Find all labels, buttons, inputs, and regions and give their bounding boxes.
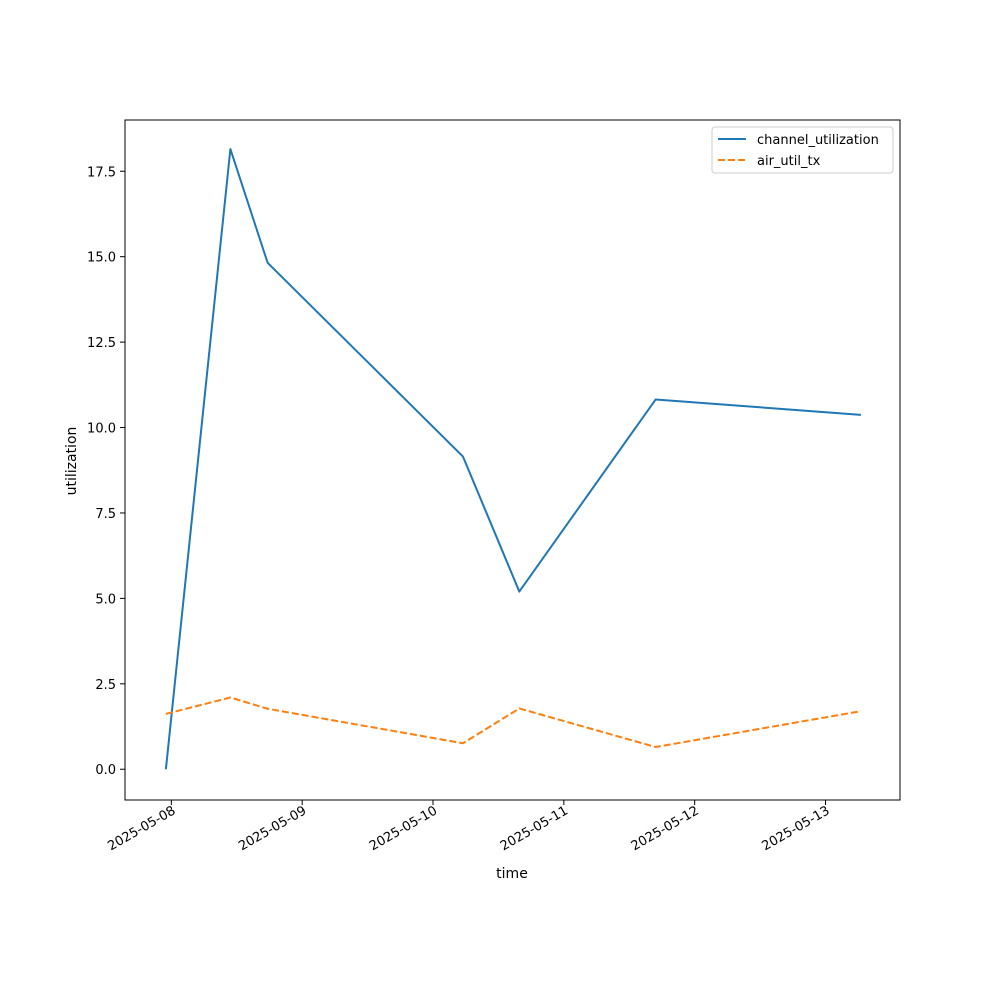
x-axis-label: time	[496, 866, 528, 882]
y-tick-label: 10.0	[87, 422, 116, 437]
y-tick-label: 0.0	[95, 763, 116, 778]
legend-label-air_util_tx: air_util_tx	[757, 154, 821, 169]
y-tick-label: 15.0	[87, 251, 116, 266]
y-tick-label: 5.0	[95, 592, 116, 607]
legend-label-channel_utilization: channel_utilization	[757, 133, 879, 148]
y-tick-label: 2.5	[95, 678, 116, 693]
plot-area	[125, 120, 900, 800]
plot-background	[125, 120, 900, 800]
y-axis-label: utilization	[64, 427, 80, 496]
y-tick-label: 7.5	[95, 507, 116, 522]
y-tick-label: 17.5	[87, 165, 116, 180]
y-tick-label: 12.5	[87, 336, 116, 351]
legend: channel_utilization air_util_tx	[712, 127, 893, 173]
